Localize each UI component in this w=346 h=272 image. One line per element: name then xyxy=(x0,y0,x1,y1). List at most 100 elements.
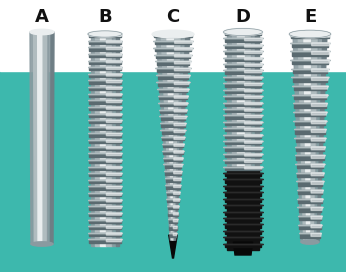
Polygon shape xyxy=(245,109,263,111)
Polygon shape xyxy=(225,192,261,196)
Polygon shape xyxy=(90,100,120,104)
Polygon shape xyxy=(174,96,189,98)
Polygon shape xyxy=(174,75,190,78)
Polygon shape xyxy=(168,206,178,209)
Polygon shape xyxy=(297,164,323,168)
Polygon shape xyxy=(245,154,263,156)
Polygon shape xyxy=(90,180,120,183)
Polygon shape xyxy=(156,55,190,58)
Polygon shape xyxy=(174,55,192,57)
Polygon shape xyxy=(294,103,326,108)
Polygon shape xyxy=(225,180,261,183)
Polygon shape xyxy=(165,165,181,168)
Polygon shape xyxy=(225,70,261,74)
Polygon shape xyxy=(43,32,48,244)
Polygon shape xyxy=(107,127,122,129)
Polygon shape xyxy=(225,212,261,215)
Polygon shape xyxy=(90,233,120,236)
Polygon shape xyxy=(225,218,261,221)
Polygon shape xyxy=(90,186,120,190)
Polygon shape xyxy=(225,186,261,189)
Ellipse shape xyxy=(152,30,194,38)
Polygon shape xyxy=(311,103,327,106)
Polygon shape xyxy=(169,226,177,230)
Text: B: B xyxy=(98,8,112,26)
Polygon shape xyxy=(34,32,38,244)
Polygon shape xyxy=(160,110,186,113)
Polygon shape xyxy=(90,113,120,117)
Polygon shape xyxy=(107,206,122,209)
Polygon shape xyxy=(90,47,120,51)
Polygon shape xyxy=(90,41,120,44)
Polygon shape xyxy=(173,212,179,215)
Polygon shape xyxy=(174,144,184,146)
Polygon shape xyxy=(174,34,186,240)
Polygon shape xyxy=(90,206,120,209)
Polygon shape xyxy=(174,151,184,153)
Text: E: E xyxy=(304,8,316,26)
Polygon shape xyxy=(298,190,322,194)
Polygon shape xyxy=(295,129,325,134)
Polygon shape xyxy=(107,147,122,149)
Polygon shape xyxy=(155,48,191,51)
Polygon shape xyxy=(107,47,122,50)
Polygon shape xyxy=(315,34,323,242)
Polygon shape xyxy=(174,165,183,167)
Polygon shape xyxy=(91,34,95,246)
Polygon shape xyxy=(311,86,328,89)
Polygon shape xyxy=(225,231,261,234)
Polygon shape xyxy=(164,157,182,161)
Polygon shape xyxy=(292,51,328,56)
Polygon shape xyxy=(311,155,325,158)
Polygon shape xyxy=(175,48,193,50)
Polygon shape xyxy=(107,80,122,83)
Polygon shape xyxy=(107,87,122,89)
Polygon shape xyxy=(293,69,327,73)
Polygon shape xyxy=(90,153,120,157)
Polygon shape xyxy=(90,200,120,203)
Polygon shape xyxy=(225,64,261,67)
Polygon shape xyxy=(107,60,122,63)
Polygon shape xyxy=(245,70,263,73)
Polygon shape xyxy=(107,173,122,175)
Polygon shape xyxy=(225,135,261,138)
Polygon shape xyxy=(245,32,251,167)
Polygon shape xyxy=(90,239,120,243)
Polygon shape xyxy=(90,226,120,230)
Polygon shape xyxy=(107,239,122,242)
Polygon shape xyxy=(245,135,263,137)
Polygon shape xyxy=(298,34,307,242)
Polygon shape xyxy=(107,153,122,156)
Polygon shape xyxy=(297,155,324,160)
Polygon shape xyxy=(311,207,322,210)
Polygon shape xyxy=(225,167,261,170)
Polygon shape xyxy=(162,130,184,134)
Polygon shape xyxy=(107,226,122,228)
Polygon shape xyxy=(225,205,261,208)
Polygon shape xyxy=(300,233,320,238)
Polygon shape xyxy=(312,60,329,63)
Polygon shape xyxy=(90,160,120,163)
Polygon shape xyxy=(107,213,122,215)
Polygon shape xyxy=(311,121,327,124)
Polygon shape xyxy=(225,103,261,106)
Polygon shape xyxy=(311,164,325,167)
Polygon shape xyxy=(225,122,261,125)
Polygon shape xyxy=(174,61,191,64)
Polygon shape xyxy=(90,87,120,90)
Polygon shape xyxy=(38,32,43,244)
Polygon shape xyxy=(161,116,185,120)
Polygon shape xyxy=(167,199,179,202)
Text: D: D xyxy=(236,8,251,26)
Polygon shape xyxy=(245,115,263,118)
Ellipse shape xyxy=(88,31,122,37)
Polygon shape xyxy=(232,32,237,167)
Polygon shape xyxy=(225,58,261,61)
Polygon shape xyxy=(156,61,190,65)
Polygon shape xyxy=(317,34,327,242)
Polygon shape xyxy=(245,122,263,124)
Polygon shape xyxy=(311,112,327,115)
Polygon shape xyxy=(170,233,176,237)
Polygon shape xyxy=(107,220,122,222)
Polygon shape xyxy=(224,32,263,34)
